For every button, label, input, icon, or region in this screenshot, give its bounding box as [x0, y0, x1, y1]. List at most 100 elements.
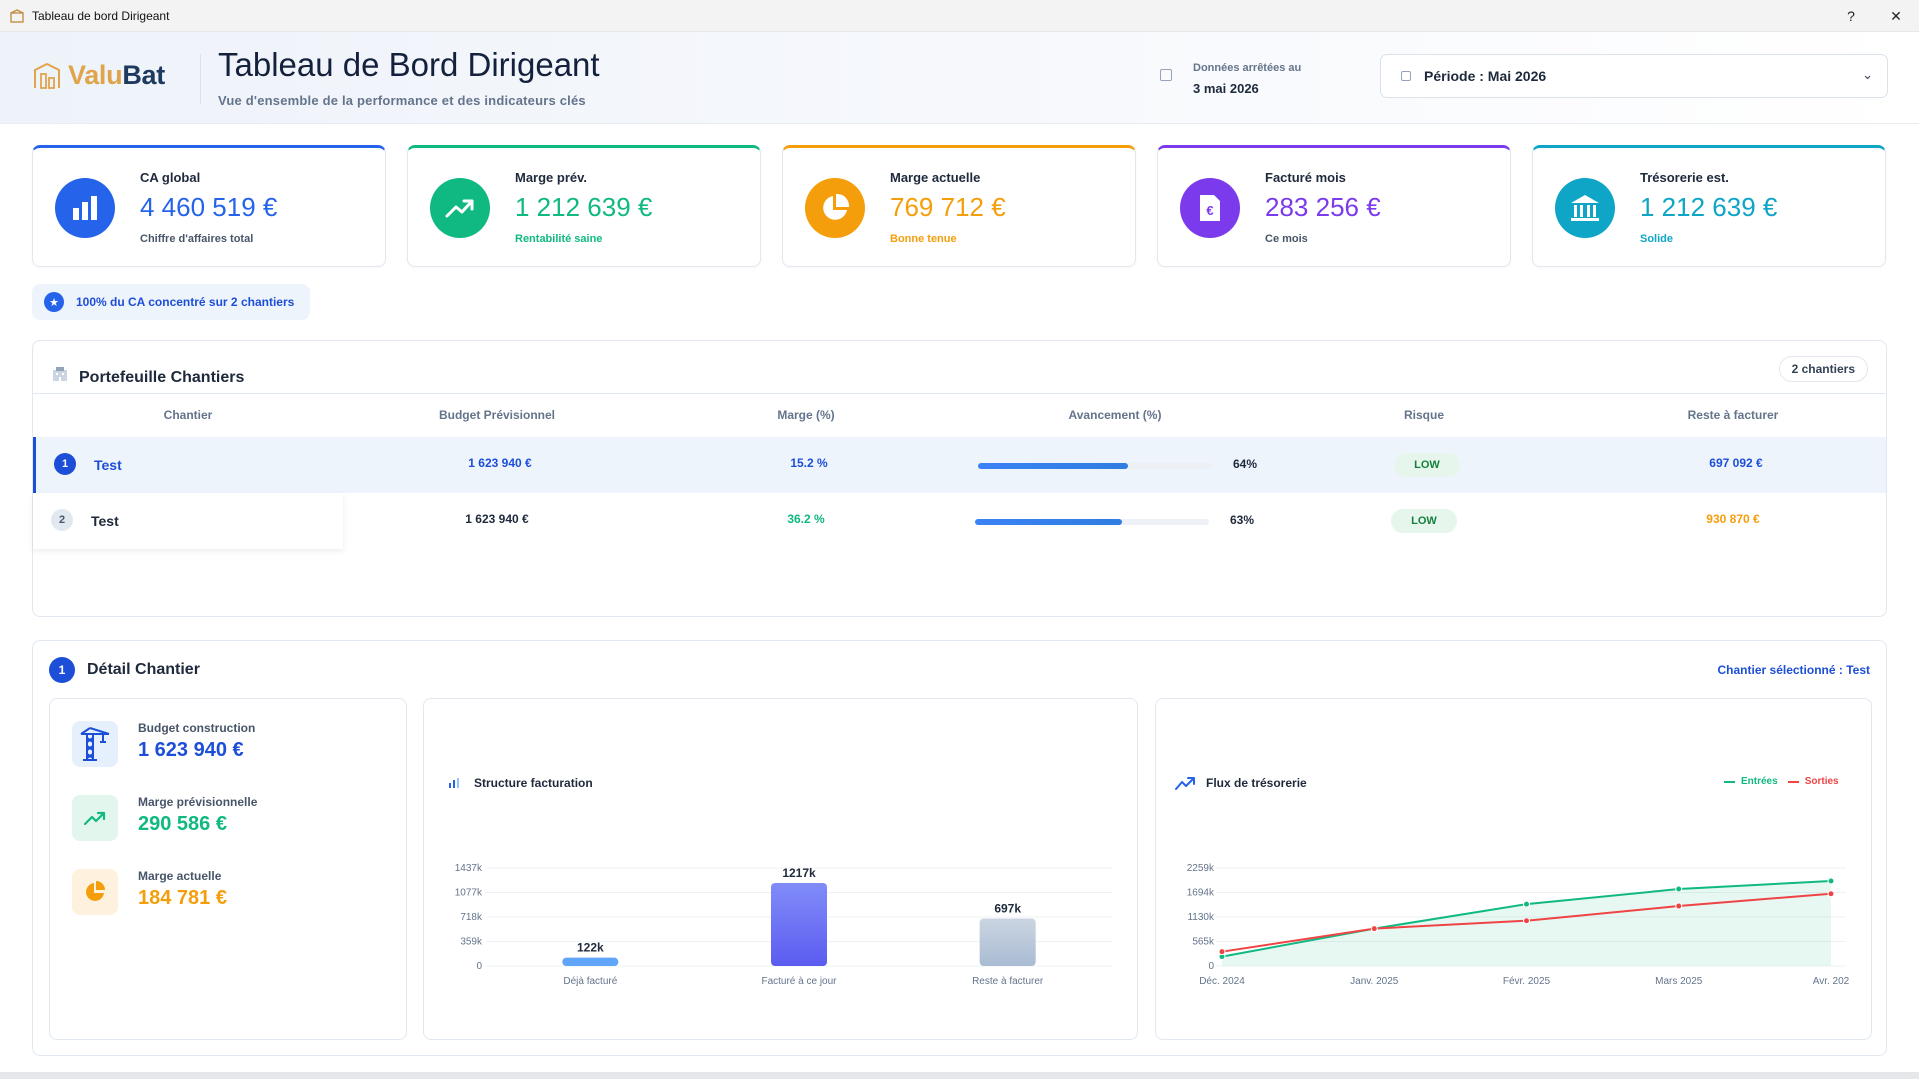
chevron-down-icon: ⌄	[1862, 67, 1873, 82]
kpi-label: Facturé mois	[1265, 170, 1346, 185]
data-point[interactable]	[1675, 902, 1683, 910]
metric-label: Budget construction	[138, 721, 256, 735]
cashflow-chart-title: Flux de trésorerie	[1206, 776, 1307, 790]
billing-chart-title: Structure facturation	[474, 776, 593, 790]
kpi-card[interactable]: Marge prév. 1 212 639 € Rentabilité saine	[407, 145, 761, 267]
data-point[interactable]	[1523, 900, 1530, 908]
metric-label: Marge actuelle	[138, 869, 222, 883]
kpi-label: Marge actuelle	[890, 170, 981, 185]
bar-value-label: 122k	[577, 941, 604, 955]
insight-pill: ★ 100% du CA concentré sur 2 chantiers	[32, 284, 311, 320]
col-avancement[interactable]: Avancement (%)	[1068, 408, 1162, 422]
row-reste: 697 092 €	[1709, 456, 1763, 470]
cashflow-chart-card: Flux de trésorerie Entrées Sorties 0 565k…	[1155, 698, 1872, 1040]
x-tick-label: Janv. 2025	[1350, 976, 1399, 987]
chart-legend: Entrées Sorties	[1724, 776, 1839, 787]
metric-label: Marge prévisionnelle	[138, 795, 258, 809]
bar[interactable]	[771, 883, 827, 966]
kpi-value: 1 212 639 €	[515, 192, 653, 222]
kpi-card[interactable]: CA global 4 460 519 € Chiffre d'affaires t…	[32, 145, 386, 267]
kpi-card[interactable]: Trésorerie est. 1 212 639 € Solide	[1532, 145, 1886, 267]
y-tick-label: 565k	[1192, 937, 1215, 948]
table-row[interactable]: 2 Test 1 623 940 € 36.2 % 63% LOW 930 87…	[33, 493, 1886, 549]
calendar-icon	[1401, 71, 1411, 81]
crane-icon	[72, 721, 118, 767]
kpi-sub: Rentabilité saine	[515, 233, 603, 245]
x-tick-label: Déjà facturé	[563, 976, 617, 987]
kpi-label: Marge prév.	[515, 170, 588, 185]
insight-text: 100% du CA concentré sur 2 chantiers	[76, 295, 295, 309]
kpi-sub: Chiffre d'affaires total	[140, 233, 254, 245]
dashboard-header: ValuBat Tableau de Bord Dirigeant Vue d'…	[0, 32, 1919, 124]
metric-value: 184 781 €	[138, 887, 227, 909]
kpi-value: 283 256 €	[1265, 192, 1381, 222]
row-name-cell	[33, 493, 343, 549]
col-marge[interactable]: Marge (%)	[777, 408, 835, 422]
trend-up-icon	[72, 795, 118, 841]
progress-bar	[975, 519, 1209, 525]
billing-chart-card: Structure facturation 0 359k 718k 1077k 1437…	[423, 698, 1138, 1040]
legend-swatch-entrees	[1724, 780, 1735, 783]
legend-entrees: Entrées	[1741, 776, 1778, 787]
help-button[interactable]: ?	[1847, 8, 1855, 24]
row-marge: 36.2 %	[787, 512, 825, 526]
risk-badge: LOW	[1394, 453, 1460, 477]
y-tick-label: 1437k	[455, 863, 483, 874]
x-tick-label: Reste à facturer	[972, 976, 1044, 987]
bar[interactable]	[979, 918, 1036, 966]
header-divider	[200, 54, 201, 104]
y-tick-label: 359k	[460, 937, 483, 948]
data-point[interactable]	[1827, 890, 1835, 898]
kpi-sub: Solide	[1640, 233, 1674, 245]
bank-icon	[1555, 178, 1615, 238]
risk-badge: LOW	[1391, 509, 1457, 533]
y-tick-label: 1077k	[455, 888, 483, 899]
trend-up-icon	[430, 178, 490, 238]
data-point[interactable]	[1675, 885, 1683, 893]
legend-sorties: Sorties	[1804, 776, 1839, 787]
data-point[interactable]	[1523, 917, 1530, 925]
col-chantier[interactable]: Chantier	[163, 408, 213, 422]
row-name: Test	[94, 457, 122, 473]
legend-swatch-sorties	[1787, 780, 1799, 783]
progress-fill	[978, 463, 1128, 469]
row-progress-label: 64%	[1233, 457, 1258, 471]
cashflow-line-chart: 0 565k 1130k 1694k 2259k Déc. 2024 Janv. 2025 F…	[1187, 863, 1850, 987]
row-budget: 1 623 940 €	[465, 512, 529, 526]
kpi-card[interactable]: Marge actuelle 769 712 € Bonne tenue	[782, 145, 1136, 267]
window-titlebar: Tableau de bord Dirigeant ? ✕	[0, 0, 1919, 32]
detail-panel: 1 Détail Chantier Chantier sélectionné :…	[32, 640, 1887, 1056]
data-point[interactable]	[1827, 877, 1835, 885]
period-select[interactable]: Période : Mai 2026 ⌄	[1380, 54, 1888, 98]
kpi-label: Trésorerie est.	[1640, 170, 1729, 185]
data-point[interactable]	[1218, 948, 1226, 956]
bar-value-label: 1217k	[782, 866, 816, 880]
star-icon: ★	[44, 292, 64, 312]
y-tick-label: 1694k	[1187, 888, 1215, 899]
data-point[interactable]	[1370, 925, 1378, 933]
logo-building-icon	[34, 62, 60, 89]
portfolio-panel: Portefeuille Chantiers 2 chantiers Chant…	[32, 340, 1887, 617]
kpi-sub: Bonne tenue	[890, 233, 957, 245]
metrics-card: Budget construction 1 623 940 € Marge pr…	[49, 698, 407, 1040]
building-icon	[53, 367, 67, 381]
kpi-card[interactable]: € Facturé mois 283 256 € Ce mois	[1157, 145, 1511, 267]
metric-value: 290 586 €	[138, 813, 227, 835]
row-number: 2	[51, 509, 73, 531]
kpi-value: 769 712 €	[890, 192, 1006, 222]
table-header: Chantier Budget Prévisionnel Marge (%) A…	[33, 393, 1886, 437]
x-tick-label: Facturé à ce jour	[761, 976, 837, 987]
y-tick-label: 0	[476, 961, 482, 972]
col-reste[interactable]: Reste à facturer	[1687, 408, 1779, 422]
row-budget: 1 623 940 €	[468, 456, 532, 470]
bar[interactable]	[562, 957, 619, 966]
bar-chart-icon	[55, 178, 115, 238]
portfolio-title: Portefeuille Chantiers	[79, 369, 245, 386]
col-risque[interactable]: Risque	[1403, 408, 1445, 422]
col-budget[interactable]: Budget Prévisionnel	[438, 408, 556, 422]
x-tick-label: Déc. 2024	[1199, 976, 1245, 987]
table-row[interactable]: 1 Test 1 623 940 € 15.2 % 64% LOW 697 09…	[33, 437, 1886, 493]
close-button[interactable]: ✕	[1890, 7, 1902, 24]
page-subtitle: Vue d'ensemble de la performance et des …	[218, 93, 586, 108]
kpi-value: 1 212 639 €	[1640, 192, 1778, 222]
